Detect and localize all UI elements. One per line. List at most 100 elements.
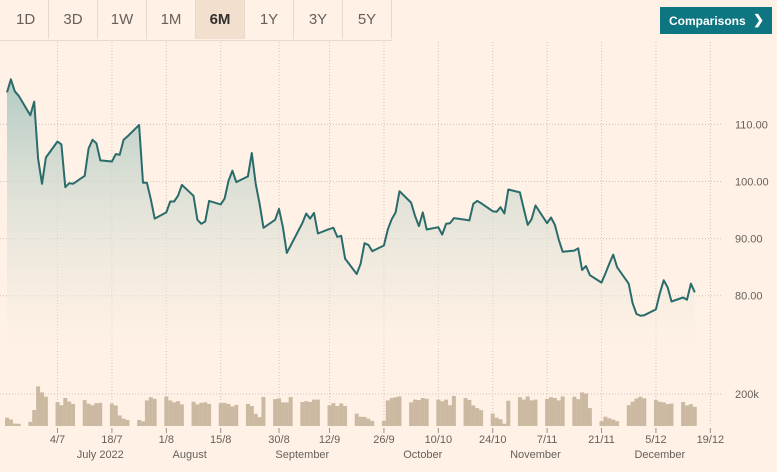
volume-bar-15 xyxy=(86,403,91,426)
volume-bar-57 xyxy=(311,399,316,426)
volume-bar-68 xyxy=(370,420,375,426)
range-button-1d[interactable]: 1D xyxy=(0,0,49,39)
volume-bar-97 xyxy=(529,400,534,426)
volume-bar-4 xyxy=(28,421,33,426)
volume-bar-66 xyxy=(362,416,367,426)
volume-bar-26 xyxy=(144,400,149,426)
volume-bar-50 xyxy=(277,398,282,426)
volume-bar-95 xyxy=(521,399,526,426)
volume-bar-42 xyxy=(230,406,235,426)
volume-bar-119 xyxy=(653,400,658,426)
volume-bar-9 xyxy=(55,402,60,426)
volume-bar-99 xyxy=(545,398,550,426)
range-button-1y[interactable]: 1Y xyxy=(245,0,294,39)
volume-bar-69 xyxy=(381,420,386,426)
volume-bar-63 xyxy=(343,406,348,426)
price-line xyxy=(6,78,696,317)
volume-bar-40 xyxy=(222,402,227,426)
month-label-5: December xyxy=(634,449,685,461)
volume-bar-64 xyxy=(354,413,359,426)
volume-bar-111 xyxy=(607,418,612,426)
volume-bar-98 xyxy=(533,399,538,426)
volume-bar-21 xyxy=(117,415,122,426)
volume-bar-73 xyxy=(397,396,402,426)
volume-bar-80 xyxy=(440,401,445,426)
month-label-1: August xyxy=(173,449,207,461)
volume-bar-70 xyxy=(385,400,390,426)
volume-bar-18 xyxy=(98,402,103,426)
volume-bar-125 xyxy=(685,405,690,426)
x-tick-label-9: 7/11 xyxy=(537,434,558,446)
y-tick-label-2: 90.00 xyxy=(735,234,763,246)
comparisons-button[interactable]: Comparisons ❯ xyxy=(660,7,772,34)
volume-bar-37 xyxy=(203,402,208,426)
volume-bar-93 xyxy=(506,400,511,426)
volume-bar-61 xyxy=(335,406,340,426)
volume-bar-17 xyxy=(94,403,99,426)
volume-bar-46 xyxy=(253,413,258,426)
volume-bar-22 xyxy=(121,418,126,426)
volume-bar-77 xyxy=(420,398,425,426)
x-tick-label-2: 1/8 xyxy=(159,434,174,446)
x-tick-label-7: 10/10 xyxy=(425,434,453,446)
volume-bar-124 xyxy=(681,402,686,426)
x-tick-label-0: 4/7 xyxy=(50,434,65,446)
volume-bar-44 xyxy=(245,403,250,426)
volume-bar-13 xyxy=(71,403,76,426)
volume-bar-74 xyxy=(409,402,414,426)
volume-bar-52 xyxy=(284,402,289,426)
volume-bar-79 xyxy=(436,399,441,426)
range-button-5y[interactable]: 5Y xyxy=(343,0,392,39)
x-tick-label-5: 12/9 xyxy=(319,434,340,446)
volume-bar-14 xyxy=(82,400,87,426)
volume-bar-117 xyxy=(638,396,643,426)
volume-bar-60 xyxy=(331,403,336,426)
volume-bar-86 xyxy=(471,405,476,426)
volume-bar-47 xyxy=(257,417,262,426)
volume-bar-92 xyxy=(502,423,507,426)
volume-bar-114 xyxy=(626,405,631,426)
x-tick-label-6: 26/9 xyxy=(373,434,394,446)
volume-bar-59 xyxy=(327,405,332,426)
range-button-1m[interactable]: 1M xyxy=(147,0,196,39)
volume-bar-45 xyxy=(249,406,254,426)
volume-bar-27 xyxy=(148,397,153,426)
range-button-3y[interactable]: 3Y xyxy=(294,0,343,39)
volume-bar-88 xyxy=(479,410,484,426)
volume-bar-49 xyxy=(273,399,278,426)
volume-bar-96 xyxy=(525,396,530,426)
volume-bar-3 xyxy=(16,423,21,426)
x-axis: 4/7 18/7 1/8 15/8 30/8 12/9 26/9 10/10 24/10 7/11… xyxy=(50,428,724,461)
volume-bar-34 xyxy=(191,401,196,426)
range-button-6m[interactable]: 6M xyxy=(196,0,245,39)
volume-bar-2 xyxy=(12,423,17,426)
volume-bar-51 xyxy=(280,402,285,426)
volume-bar-11 xyxy=(63,398,68,426)
volume-bar-8 xyxy=(43,396,48,426)
volume-bar-72 xyxy=(393,397,398,426)
volume-bar-19 xyxy=(109,403,114,426)
volume-bar-75 xyxy=(413,399,418,426)
month-label-2: September xyxy=(275,449,329,461)
volume-bar-84 xyxy=(463,398,468,426)
volume-bar-35 xyxy=(195,404,200,426)
month-label-4: November xyxy=(510,449,561,461)
y-axis: 110.00 100.00 90.00 80.00 200k xyxy=(735,119,769,401)
volume-bar-53 xyxy=(288,397,293,426)
volume-bar-16 xyxy=(90,405,95,426)
volume-bar-31 xyxy=(172,402,177,426)
range-button-1w[interactable]: 1W xyxy=(98,0,147,39)
volume-bar-123 xyxy=(669,403,674,426)
volume-bar-91 xyxy=(498,419,503,426)
y-tick-label-1: 100.00 xyxy=(735,177,769,189)
volume-bar-20 xyxy=(113,405,118,426)
range-button-3d[interactable]: 3D xyxy=(49,0,98,39)
volume-bar-38 xyxy=(207,403,212,426)
volume-bar-1 xyxy=(8,419,13,426)
volume-bar-54 xyxy=(300,402,305,426)
x-tick-label-1: 18/7 xyxy=(101,434,122,446)
volume-bar-118 xyxy=(642,398,647,426)
volume-bar-56 xyxy=(308,402,313,426)
volume-bar-41 xyxy=(226,403,231,426)
x-tick-label-4: 30/8 xyxy=(268,434,289,446)
